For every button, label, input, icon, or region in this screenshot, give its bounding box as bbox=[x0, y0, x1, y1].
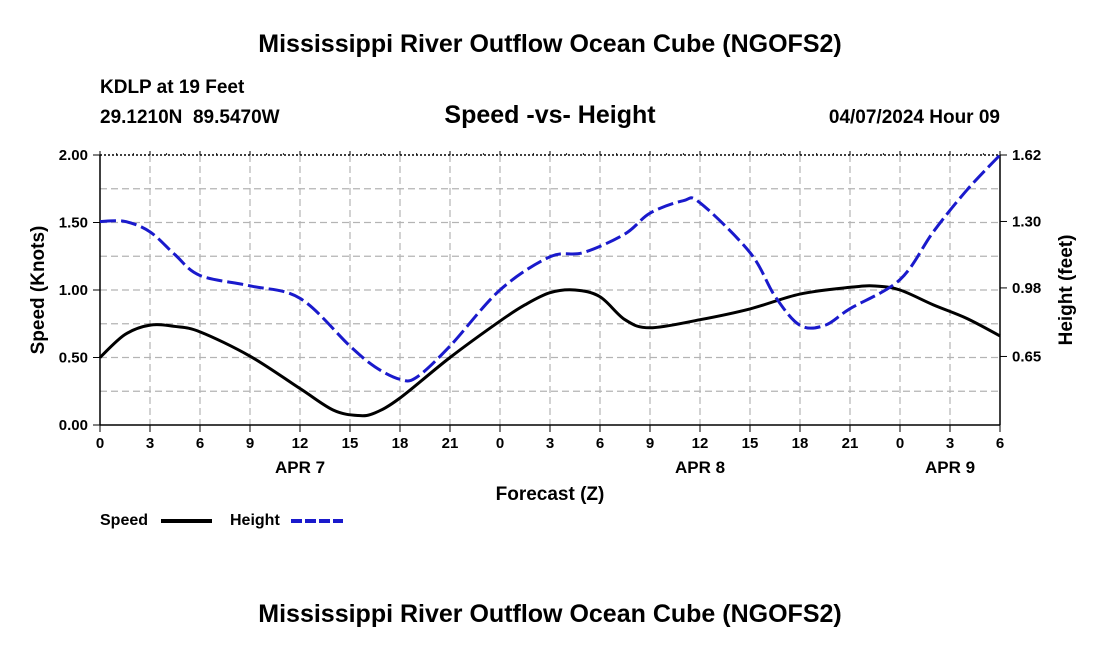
y-left-tick-label: 1.50 bbox=[59, 215, 88, 232]
x-axis-label: Forecast (Z) bbox=[496, 484, 605, 505]
y-left-tick-label: 1.00 bbox=[59, 282, 88, 299]
x-tick-label: 12 bbox=[292, 435, 309, 452]
y-left-tick-label: 2.00 bbox=[59, 147, 88, 164]
x-tick-label: 3 bbox=[546, 435, 554, 452]
x-tick-label: 18 bbox=[392, 435, 409, 452]
x-tick-label: 0 bbox=[496, 435, 504, 452]
y-axis-left-label: Speed (Knots) bbox=[28, 226, 49, 355]
y-right-tick-label: 1.62 bbox=[1012, 147, 1041, 164]
y-right-tick-label: 0.65 bbox=[1012, 348, 1041, 365]
station-label: KDLP at 19 Feet bbox=[100, 77, 245, 98]
x-tick-label: 3 bbox=[946, 435, 954, 452]
y-left-tick-label: 0.50 bbox=[59, 350, 88, 367]
x-tick-label: 15 bbox=[342, 435, 359, 452]
x-tick-label: 9 bbox=[246, 435, 254, 452]
y-left-tick-label: 0.00 bbox=[59, 417, 88, 434]
x-tick-label: 21 bbox=[442, 435, 459, 452]
x-tick-label: 0 bbox=[896, 435, 904, 452]
chart-labels: 0 3 6 9 12 15 18 21 0 3 6 9 12 15 18 21 0 3 6 APR 7 APR 8 APR… bbox=[59, 147, 1041, 477]
x-date-label: APR 8 bbox=[675, 458, 725, 477]
x-tick-label: 12 bbox=[692, 435, 709, 452]
x-tick-label: 3 bbox=[146, 435, 154, 452]
forecast-datetime: 04/07/2024 Hour 09 bbox=[828, 107, 1000, 128]
y-axis-right-label: Height (feet) bbox=[1056, 235, 1077, 346]
footer-title: Mississippi River Outflow Ocean Cube (NG… bbox=[258, 600, 842, 628]
legend-speed-label: Speed bbox=[100, 512, 148, 529]
y-right-tick-label: 1.30 bbox=[1012, 213, 1041, 230]
height-series-line bbox=[99, 153, 1002, 383]
chart-axes bbox=[93, 151, 1007, 432]
chart-grid bbox=[100, 155, 1000, 425]
x-tick-label: 15 bbox=[742, 435, 759, 452]
y-right-tick-label: 0.98 bbox=[1012, 280, 1041, 297]
x-tick-label: 21 bbox=[842, 435, 859, 452]
chart-title: Speed -vs- Height bbox=[444, 101, 656, 129]
speed-series-line bbox=[98, 284, 1001, 418]
x-date-label: APR 7 bbox=[275, 458, 325, 477]
station-coordinates: 29.1210N 89.5470W bbox=[100, 107, 280, 128]
x-date-label: APR 9 bbox=[925, 458, 975, 477]
page-title: Mississippi River Outflow Ocean Cube (NG… bbox=[258, 30, 842, 58]
legend-height-label: Height bbox=[230, 512, 280, 529]
x-tick-label: 6 bbox=[996, 435, 1004, 452]
chart-series bbox=[98, 153, 1002, 418]
x-tick-label: 0 bbox=[96, 435, 104, 452]
x-tick-label: 6 bbox=[196, 435, 204, 452]
x-tick-label: 18 bbox=[792, 435, 809, 452]
x-tick-label: 9 bbox=[646, 435, 654, 452]
x-tick-label: 6 bbox=[596, 435, 604, 452]
